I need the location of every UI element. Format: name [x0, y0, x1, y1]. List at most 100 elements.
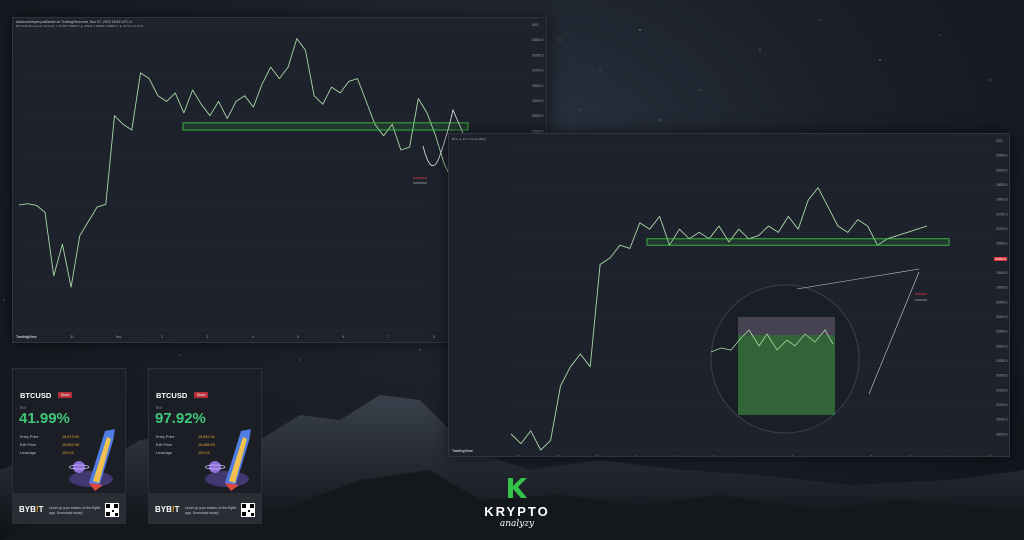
time-axis-label: Nov: [116, 335, 122, 339]
price-axis-label: 20950.0: [996, 154, 1008, 158]
krypto-analyzy-logo: KRYPTO analyzy: [473, 470, 573, 538]
time-axis-label: 7: [388, 335, 390, 339]
zoom-connector: [796, 268, 920, 290]
time-axis-label: 6: [343, 335, 345, 339]
time-axis-label: 30: [25, 335, 29, 339]
short-badge: Short: [58, 392, 73, 398]
chart-panel-4h[interactable]: BTC ▲ 24 1.14 (+0.38%) USD 20950.0 20900.0…: [448, 133, 1010, 457]
price-axis-label: 20500.0: [532, 129, 544, 133]
time-axis-label: 5: [792, 455, 794, 456]
time-axis-label: 3: [206, 335, 208, 339]
rocket-illustration: [69, 429, 115, 491]
price-axis-label: 20000.0: [996, 432, 1008, 436]
bybit-logo: BYB!T: [19, 505, 44, 514]
time-axis-label: 7: [870, 455, 872, 456]
time-axis-label: 2: [674, 455, 676, 456]
exit-price-row: Exit Price 16,802.08: [20, 443, 79, 447]
time-axis-label: 4: [753, 455, 755, 456]
price-axis-label: 20650.0: [996, 242, 1008, 246]
time-axis-label: Nov: [635, 455, 641, 456]
leverage-row: Leverage 100.0X: [156, 451, 211, 455]
price-chart[interactable]: USD 20950.0 20900.0 20850.0 20800.0 20750.0 20…: [449, 134, 1009, 456]
price-axis-label: 20550.0: [996, 271, 1008, 275]
footer-label: TradingView: [16, 335, 37, 339]
roi-value: 97.92%: [155, 410, 206, 427]
time-axis-label: 10: [988, 455, 992, 456]
price-axis-label: 20650.0: [532, 84, 544, 88]
zoom-connector: [868, 271, 920, 395]
price-axis-label: 20350.0: [996, 330, 1008, 334]
entry-price-row: Entry Price 16,849.31: [156, 435, 215, 439]
time-axis-label: 2: [161, 335, 163, 339]
price-axis-label: 20050.0: [996, 418, 1008, 422]
time-axis-label: 29: [596, 455, 600, 456]
bybit-logo: BYB!T: [155, 505, 180, 514]
leverage-row: Leverage 100.0X: [20, 451, 75, 455]
price-axis-label: 20500.0: [996, 286, 1008, 290]
roi-label: ROI: [20, 406, 27, 410]
roi-label: ROI: [156, 406, 163, 410]
time-axis-label: 5: [297, 335, 299, 339]
price-axis-label: 20700.0: [996, 227, 1008, 231]
card-pair: BTCUSD: [20, 391, 52, 400]
card-footer: BYB!T Level up your trades on the Bybit …: [149, 493, 261, 523]
price-series-line: [18, 38, 454, 288]
time-axis-label: 4: [252, 335, 254, 339]
time-axis-label: 8: [433, 335, 435, 339]
price-axis-label: USD: [532, 23, 539, 27]
pnl-card-1: BTCUSD Short ROI 41.99% Entry Price 16,87…: [12, 368, 126, 524]
chart-symbol-line: BTCUSD Perpetual Contract, 1, BYBIT 2085…: [16, 24, 144, 28]
price-axis-label: 20250.0: [996, 359, 1008, 363]
qr-code-icon: [241, 503, 255, 517]
zoom-price-line: [710, 329, 834, 353]
price-axis-label: 20450.0: [996, 300, 1008, 304]
card-footer: BYB!T Level up your trades on the Bybit …: [13, 493, 125, 523]
time-axis-label: 31: [70, 335, 74, 339]
price-axis-label: 20700.0: [532, 69, 544, 73]
footer-label: TradingView: [452, 449, 473, 453]
tradingview-icon: TradingView: [16, 335, 37, 339]
price-axis-label: 20900.0: [996, 168, 1008, 172]
qr-code-icon: [105, 503, 119, 517]
price-axis-label: 20400.0: [996, 315, 1008, 319]
pnl-card-2: BTCUSD Short ROI 97.92% Entry Price 16,84…: [148, 368, 262, 524]
support-zone: [182, 122, 469, 131]
time-axis-label: 27: [517, 455, 521, 456]
short-badge: Short: [194, 392, 209, 398]
time-axis-label: 3: [713, 455, 715, 456]
krypto-logo-icon: [508, 478, 527, 498]
brand-name: KRYPTO: [484, 504, 550, 519]
exit-price-row: Exit Price 16,688.53: [156, 443, 215, 447]
time-axis-label: 6: [831, 455, 833, 456]
price-axis-label: 20850.0: [996, 183, 1008, 187]
price-axis-label: USD: [996, 139, 1003, 143]
time-axis-label: 28: [556, 455, 560, 456]
chart-symbol-line: BTC ▲ 24 1.14 (+0.38%): [452, 137, 486, 141]
price-axis-label: 20600.0: [532, 99, 544, 103]
price-tag: 20880.0: [994, 257, 1007, 261]
price-axis-label: 20300.0: [996, 344, 1008, 348]
price-axis-label: 20200.0: [996, 374, 1008, 378]
card-pair: BTCUSD: [156, 391, 188, 400]
price-axis-label: 20100.0: [996, 403, 1008, 407]
promo-message: Level up your trades on the Bybit app. D…: [185, 506, 237, 515]
price-axis-label: 20150.0: [996, 388, 1008, 392]
price-axis-label: 20750.0: [532, 53, 544, 57]
time-axis-label: 8: [910, 455, 912, 456]
roi-value: 41.99%: [19, 410, 70, 427]
zoom-rect-top: [738, 317, 835, 335]
time-axis-label: 9: [949, 455, 951, 456]
zoom-rect-zone: [738, 335, 835, 415]
price-axis-label: 20550.0: [532, 114, 544, 118]
price-axis-label: 20850.0: [532, 38, 544, 42]
promo-message: Level up your trades on the Bybit app. D…: [49, 506, 101, 515]
price-axis-label: 20800.0: [996, 198, 1008, 202]
price-axis-label: 20750.0: [996, 212, 1008, 216]
brand-subtitle: analyzy: [499, 519, 535, 529]
entry-price-row: Entry Price 16,873.99: [20, 435, 79, 439]
rocket-illustration: [205, 429, 251, 491]
support-zone: [646, 238, 950, 246]
tradingview-icon: TradingView: [452, 449, 473, 453]
price-series-line: [510, 187, 928, 451]
chart-publisher-header: Ambrozekfryan published on TradingView.c…: [16, 20, 132, 24]
